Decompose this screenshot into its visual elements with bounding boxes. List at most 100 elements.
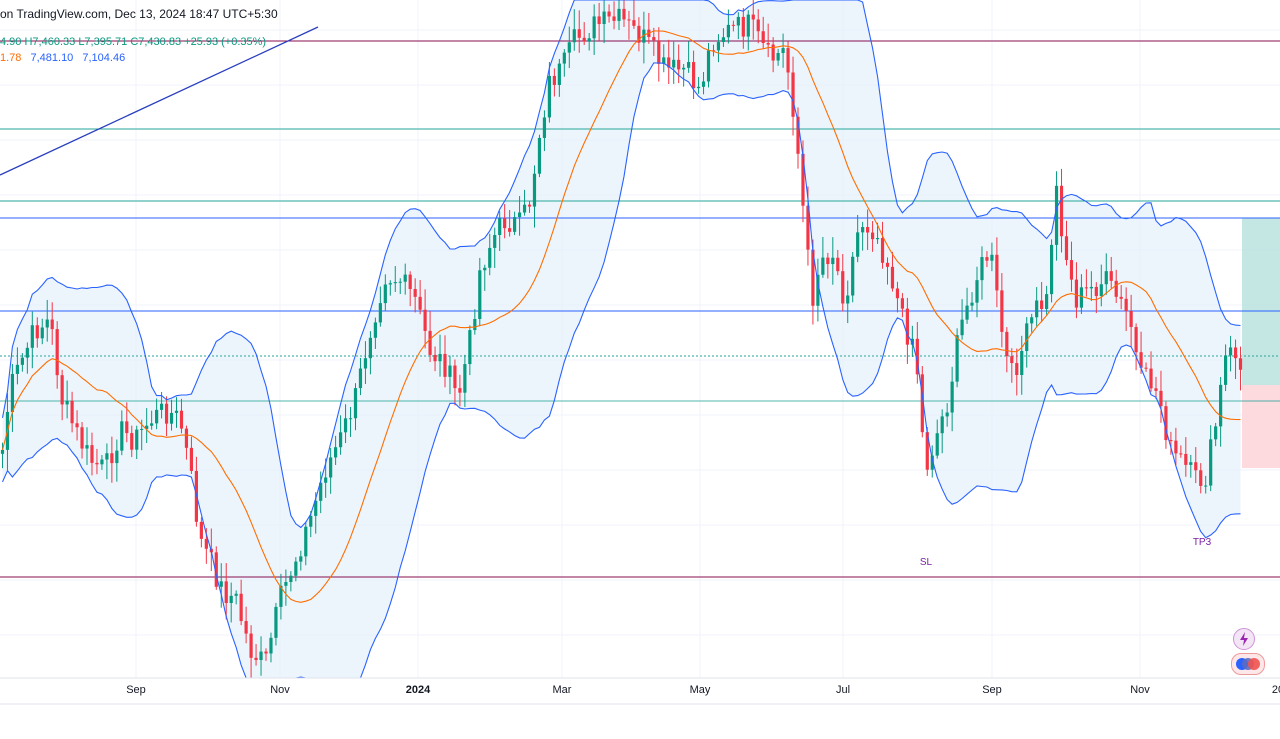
candle-body xyxy=(438,353,442,362)
candle-body xyxy=(120,421,124,451)
candle-body xyxy=(900,298,905,309)
candle-body xyxy=(329,457,333,478)
candle-body xyxy=(239,593,243,622)
candle-body xyxy=(1189,462,1193,465)
candle-body xyxy=(1089,286,1093,289)
layers-icon[interactable] xyxy=(1231,653,1265,675)
candle-body xyxy=(527,204,532,207)
candle-body xyxy=(503,218,507,229)
candle-body xyxy=(607,11,611,17)
candle-body xyxy=(1109,271,1113,281)
candle-body xyxy=(1209,439,1213,486)
candle-body xyxy=(155,409,159,424)
candle-body xyxy=(945,412,949,417)
candle-body xyxy=(498,218,502,236)
candle-body xyxy=(299,556,303,562)
candle-body xyxy=(403,274,407,282)
candle-body xyxy=(85,445,89,449)
candle-body xyxy=(279,585,283,607)
bb-upper-value: 7,481.10 xyxy=(30,52,74,64)
candle-body xyxy=(677,59,681,70)
candle-body xyxy=(721,37,726,43)
candle-body xyxy=(761,31,765,44)
candle-body xyxy=(264,651,268,654)
candle-body xyxy=(741,16,745,37)
candle-body xyxy=(319,482,323,501)
candle-body xyxy=(1204,485,1208,487)
candle-body xyxy=(726,24,730,38)
candle-body xyxy=(990,254,994,261)
bb-legend: 1.78 7,481.10 7,104.46 xyxy=(0,52,131,64)
candle-body xyxy=(577,29,581,38)
candle-body xyxy=(1154,388,1158,391)
candle-body xyxy=(652,37,656,41)
candle-body xyxy=(398,281,402,283)
candle-body xyxy=(716,42,721,51)
published-line: on TradingView.com, Dec 13, 2024 18:47 U… xyxy=(0,7,278,21)
bb-lower-value: 7,104.46 xyxy=(82,52,126,64)
candle-body xyxy=(930,455,934,470)
candle-body xyxy=(751,14,755,20)
candle-body xyxy=(443,353,447,377)
candle-body xyxy=(1124,298,1128,312)
candle-body xyxy=(657,40,661,64)
candle-body xyxy=(1079,287,1084,308)
candle-body xyxy=(796,116,800,154)
bollinger-fill xyxy=(2,0,1241,678)
candle-body xyxy=(706,50,711,82)
candle-body xyxy=(612,16,616,21)
candle-body xyxy=(448,365,452,377)
ohlc-change: +25.93 (+0.35%) xyxy=(184,36,267,48)
candle-body xyxy=(423,309,427,331)
candle-body xyxy=(617,8,621,21)
candle-body xyxy=(428,330,432,355)
candle-body xyxy=(746,14,750,37)
candle-body xyxy=(25,347,29,358)
candle-body xyxy=(642,29,646,43)
candle-body xyxy=(836,257,840,272)
candle-body xyxy=(468,330,472,365)
candle-body xyxy=(1179,453,1183,455)
candle-body xyxy=(45,319,49,328)
candle-body xyxy=(1000,290,1004,332)
candle-body xyxy=(592,16,596,39)
candle-body xyxy=(572,29,576,43)
lightning-icon[interactable] xyxy=(1233,628,1255,650)
candle-body xyxy=(731,24,735,26)
ohlc-low: L7,395.71 xyxy=(78,36,128,48)
candle-body xyxy=(542,117,547,138)
candle-body xyxy=(55,329,59,376)
candle-body xyxy=(925,432,929,470)
ohlc-close: C7,430.83 xyxy=(130,36,182,48)
candle-body xyxy=(846,295,850,304)
candle-body xyxy=(314,500,318,516)
candle-body xyxy=(1049,244,1054,295)
trend-line-drawn xyxy=(0,26,319,176)
candle-body xyxy=(786,48,790,73)
candle-body xyxy=(627,19,631,21)
candle-body xyxy=(204,538,208,549)
candle-body xyxy=(1040,300,1044,309)
candle-body xyxy=(687,62,691,68)
candle-body xyxy=(413,289,417,297)
candle-body xyxy=(547,75,552,118)
candle-body xyxy=(975,280,979,303)
candle-body xyxy=(214,552,218,587)
candle-body xyxy=(348,418,353,420)
ohlc-high: H7,460.33 xyxy=(24,36,76,48)
candle-body xyxy=(100,459,104,465)
candle-body xyxy=(696,86,701,89)
candle-body xyxy=(935,433,939,456)
candle-body xyxy=(458,388,462,393)
candle-body xyxy=(861,227,865,233)
candle-body xyxy=(169,412,174,424)
candle-body xyxy=(219,581,223,587)
bb-basis-line xyxy=(1,30,1241,603)
candle-body xyxy=(90,445,94,463)
candle-body xyxy=(35,325,39,339)
candle-body xyxy=(841,271,845,304)
candle-body xyxy=(602,11,606,25)
candle-body xyxy=(15,364,20,374)
